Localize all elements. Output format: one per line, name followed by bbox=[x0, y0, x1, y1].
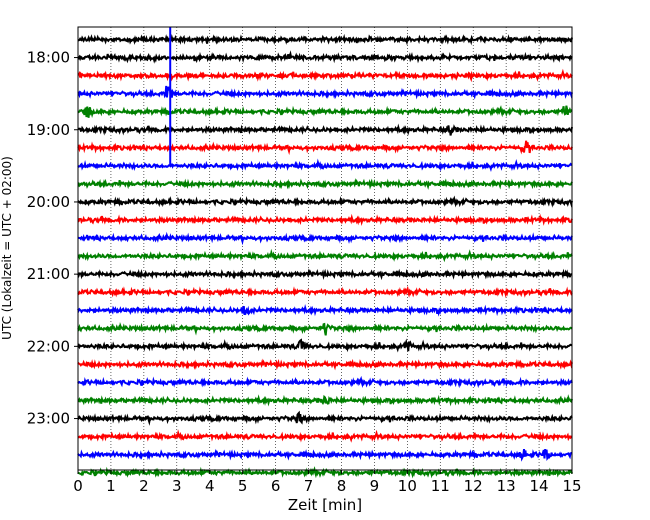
trace-2100 bbox=[77, 268, 573, 281]
y-tick-label: 21:00 bbox=[27, 265, 70, 283]
trace-2345 bbox=[77, 466, 573, 479]
x-tick-label: 6 bbox=[271, 477, 281, 495]
x-tick-label: 4 bbox=[205, 477, 215, 495]
trace-1945 bbox=[77, 177, 573, 190]
trace-2045 bbox=[77, 248, 573, 263]
trace-1745 bbox=[77, 33, 573, 46]
trace-1845 bbox=[77, 105, 573, 118]
trace-2315 bbox=[77, 429, 573, 443]
trace-2015 bbox=[77, 213, 573, 226]
y-axis-label: UTC (Lokalzeit = UTC + 02:00) bbox=[0, 156, 14, 340]
trace-2300 bbox=[77, 410, 573, 426]
trace-1830 bbox=[77, 85, 573, 100]
x-tick-label: 13 bbox=[497, 477, 516, 495]
x-tick-label: 5 bbox=[238, 477, 248, 495]
x-tick-label: 2 bbox=[139, 477, 149, 495]
plot-frame bbox=[77, 26, 573, 471]
y-tick-label: 22:00 bbox=[27, 337, 70, 355]
y-tick-label: 19:00 bbox=[27, 121, 70, 139]
x-tick-label: 15 bbox=[562, 477, 581, 495]
y-axis-ticks: 18:00 19:00 20:00 21:00 22:00 23:00 bbox=[27, 49, 78, 428]
x-tick-label: 8 bbox=[337, 477, 347, 495]
x-axis-ticks: 0 1 2 3 4 5 6 7 8 9 10 11 12 13 14 15 bbox=[73, 470, 582, 495]
trace-1815 bbox=[77, 68, 573, 83]
trace-1915 bbox=[77, 140, 573, 156]
y-tick-label: 23:00 bbox=[27, 410, 70, 428]
trace-2145 bbox=[77, 321, 573, 336]
x-tick-label: 9 bbox=[370, 477, 380, 495]
x-tick-label: 12 bbox=[464, 477, 483, 495]
x-tick-label: 11 bbox=[431, 477, 450, 495]
trace-2115 bbox=[77, 285, 573, 299]
trace-1900 bbox=[77, 123, 573, 136]
x-tick-label: 3 bbox=[172, 477, 182, 495]
trace-2130 bbox=[77, 304, 573, 317]
trace-2330 bbox=[77, 448, 573, 462]
x-tick-label: 14 bbox=[530, 477, 549, 495]
x-tick-label: 1 bbox=[106, 477, 116, 495]
trace-2000 bbox=[77, 195, 573, 208]
y-tick-label: 18:00 bbox=[27, 49, 70, 67]
trace-2230 bbox=[77, 375, 573, 389]
x-tick-label: 10 bbox=[398, 477, 417, 495]
x-tick-label: 0 bbox=[73, 477, 83, 495]
y-tick-label: 20:00 bbox=[27, 193, 70, 211]
x-axis-label: Zeit [min] bbox=[288, 496, 362, 514]
trace-2200 bbox=[77, 338, 573, 353]
trace-2245 bbox=[77, 394, 573, 407]
trace-2030 bbox=[77, 231, 573, 246]
trace-group bbox=[77, 33, 573, 479]
trace-1800 bbox=[77, 50, 573, 64]
x-tick-label: 7 bbox=[304, 477, 314, 495]
trace-1930 bbox=[77, 158, 573, 173]
trace-2215 bbox=[77, 358, 573, 371]
